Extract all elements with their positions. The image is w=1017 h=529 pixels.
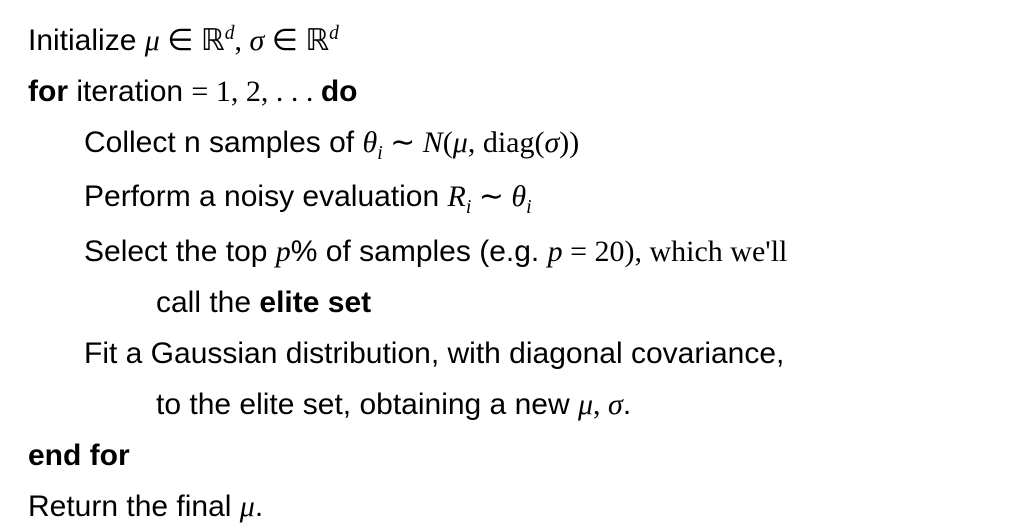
- text: Return the final: [28, 490, 240, 523]
- text: ,: [593, 388, 608, 421]
- text: , diag(: [468, 126, 545, 159]
- algo-line-return: Return the final μ.: [28, 484, 989, 529]
- keyword-for: for: [28, 75, 68, 108]
- text: ∈: [160, 24, 201, 57]
- text: % of samples (e.g.: [291, 235, 548, 268]
- text: ∈: [264, 24, 305, 57]
- math-d: d: [225, 23, 235, 44]
- text: = 20), which we'll: [563, 235, 788, 268]
- text: Collect n samples of: [84, 126, 362, 159]
- algo-line-collect: Collect n samples of θi ∼ N(μ, diag(σ)): [28, 120, 989, 168]
- math-mu: μ: [145, 24, 160, 57]
- algo-line-endfor: end for: [28, 433, 989, 478]
- text: call the: [156, 286, 259, 319]
- text: .: [255, 490, 263, 523]
- text: iteration: [68, 75, 191, 108]
- algo-line-select-cont: call the elite set: [28, 280, 989, 325]
- math-p: p: [276, 235, 291, 268]
- math-R: R: [448, 180, 466, 213]
- math-sigma: σ: [608, 388, 623, 421]
- text: (: [443, 126, 453, 159]
- math-R: ℝ: [305, 24, 329, 57]
- math-sigma: σ: [544, 126, 559, 159]
- math-theta: θ: [511, 180, 526, 213]
- algo-line-select: Select the top p% of samples (e.g. p = 2…: [28, 229, 989, 274]
- math-p: p: [548, 235, 563, 268]
- math-mu: μ: [240, 490, 255, 523]
- text-elite-set: elite set: [259, 286, 371, 319]
- text: Fit a Gaussian distribution, with diagon…: [84, 337, 784, 370]
- math-R: ℝ: [201, 24, 225, 57]
- math-i: i: [526, 197, 531, 218]
- text: Select the top: [84, 235, 276, 268]
- text: to the elite set, obtaining a new: [156, 388, 578, 421]
- algo-line-fit-cont: to the elite set, obtaining a new μ, σ.: [28, 382, 989, 427]
- math-theta: θ: [362, 126, 377, 159]
- math-N: N: [423, 126, 443, 159]
- algo-line-fit: Fit a Gaussian distribution, with diagon…: [28, 331, 989, 376]
- keyword-do: do: [321, 75, 358, 108]
- text: ∼: [383, 126, 423, 159]
- algo-line-for: for iteration = 1, 2, . . . do: [28, 69, 989, 114]
- text: ∼: [471, 180, 511, 213]
- math-mu: μ: [453, 126, 468, 159]
- keyword-endfor: end for: [28, 439, 130, 472]
- text: )): [559, 126, 579, 159]
- text: = 1, 2, . . .: [191, 75, 320, 108]
- algo-line-initialize: Initialize μ ∈ ℝd, σ ∈ ℝd: [28, 18, 989, 63]
- math-mu: μ: [578, 388, 593, 421]
- algo-line-perform: Perform a noisy evaluation Ri ∼ θi: [28, 174, 989, 222]
- math-sigma: σ: [249, 24, 264, 57]
- text: Initialize: [28, 24, 145, 57]
- text: ,: [234, 24, 249, 57]
- math-d: d: [329, 23, 339, 44]
- text: .: [623, 388, 631, 421]
- text: Perform a noisy evaluation: [84, 180, 448, 213]
